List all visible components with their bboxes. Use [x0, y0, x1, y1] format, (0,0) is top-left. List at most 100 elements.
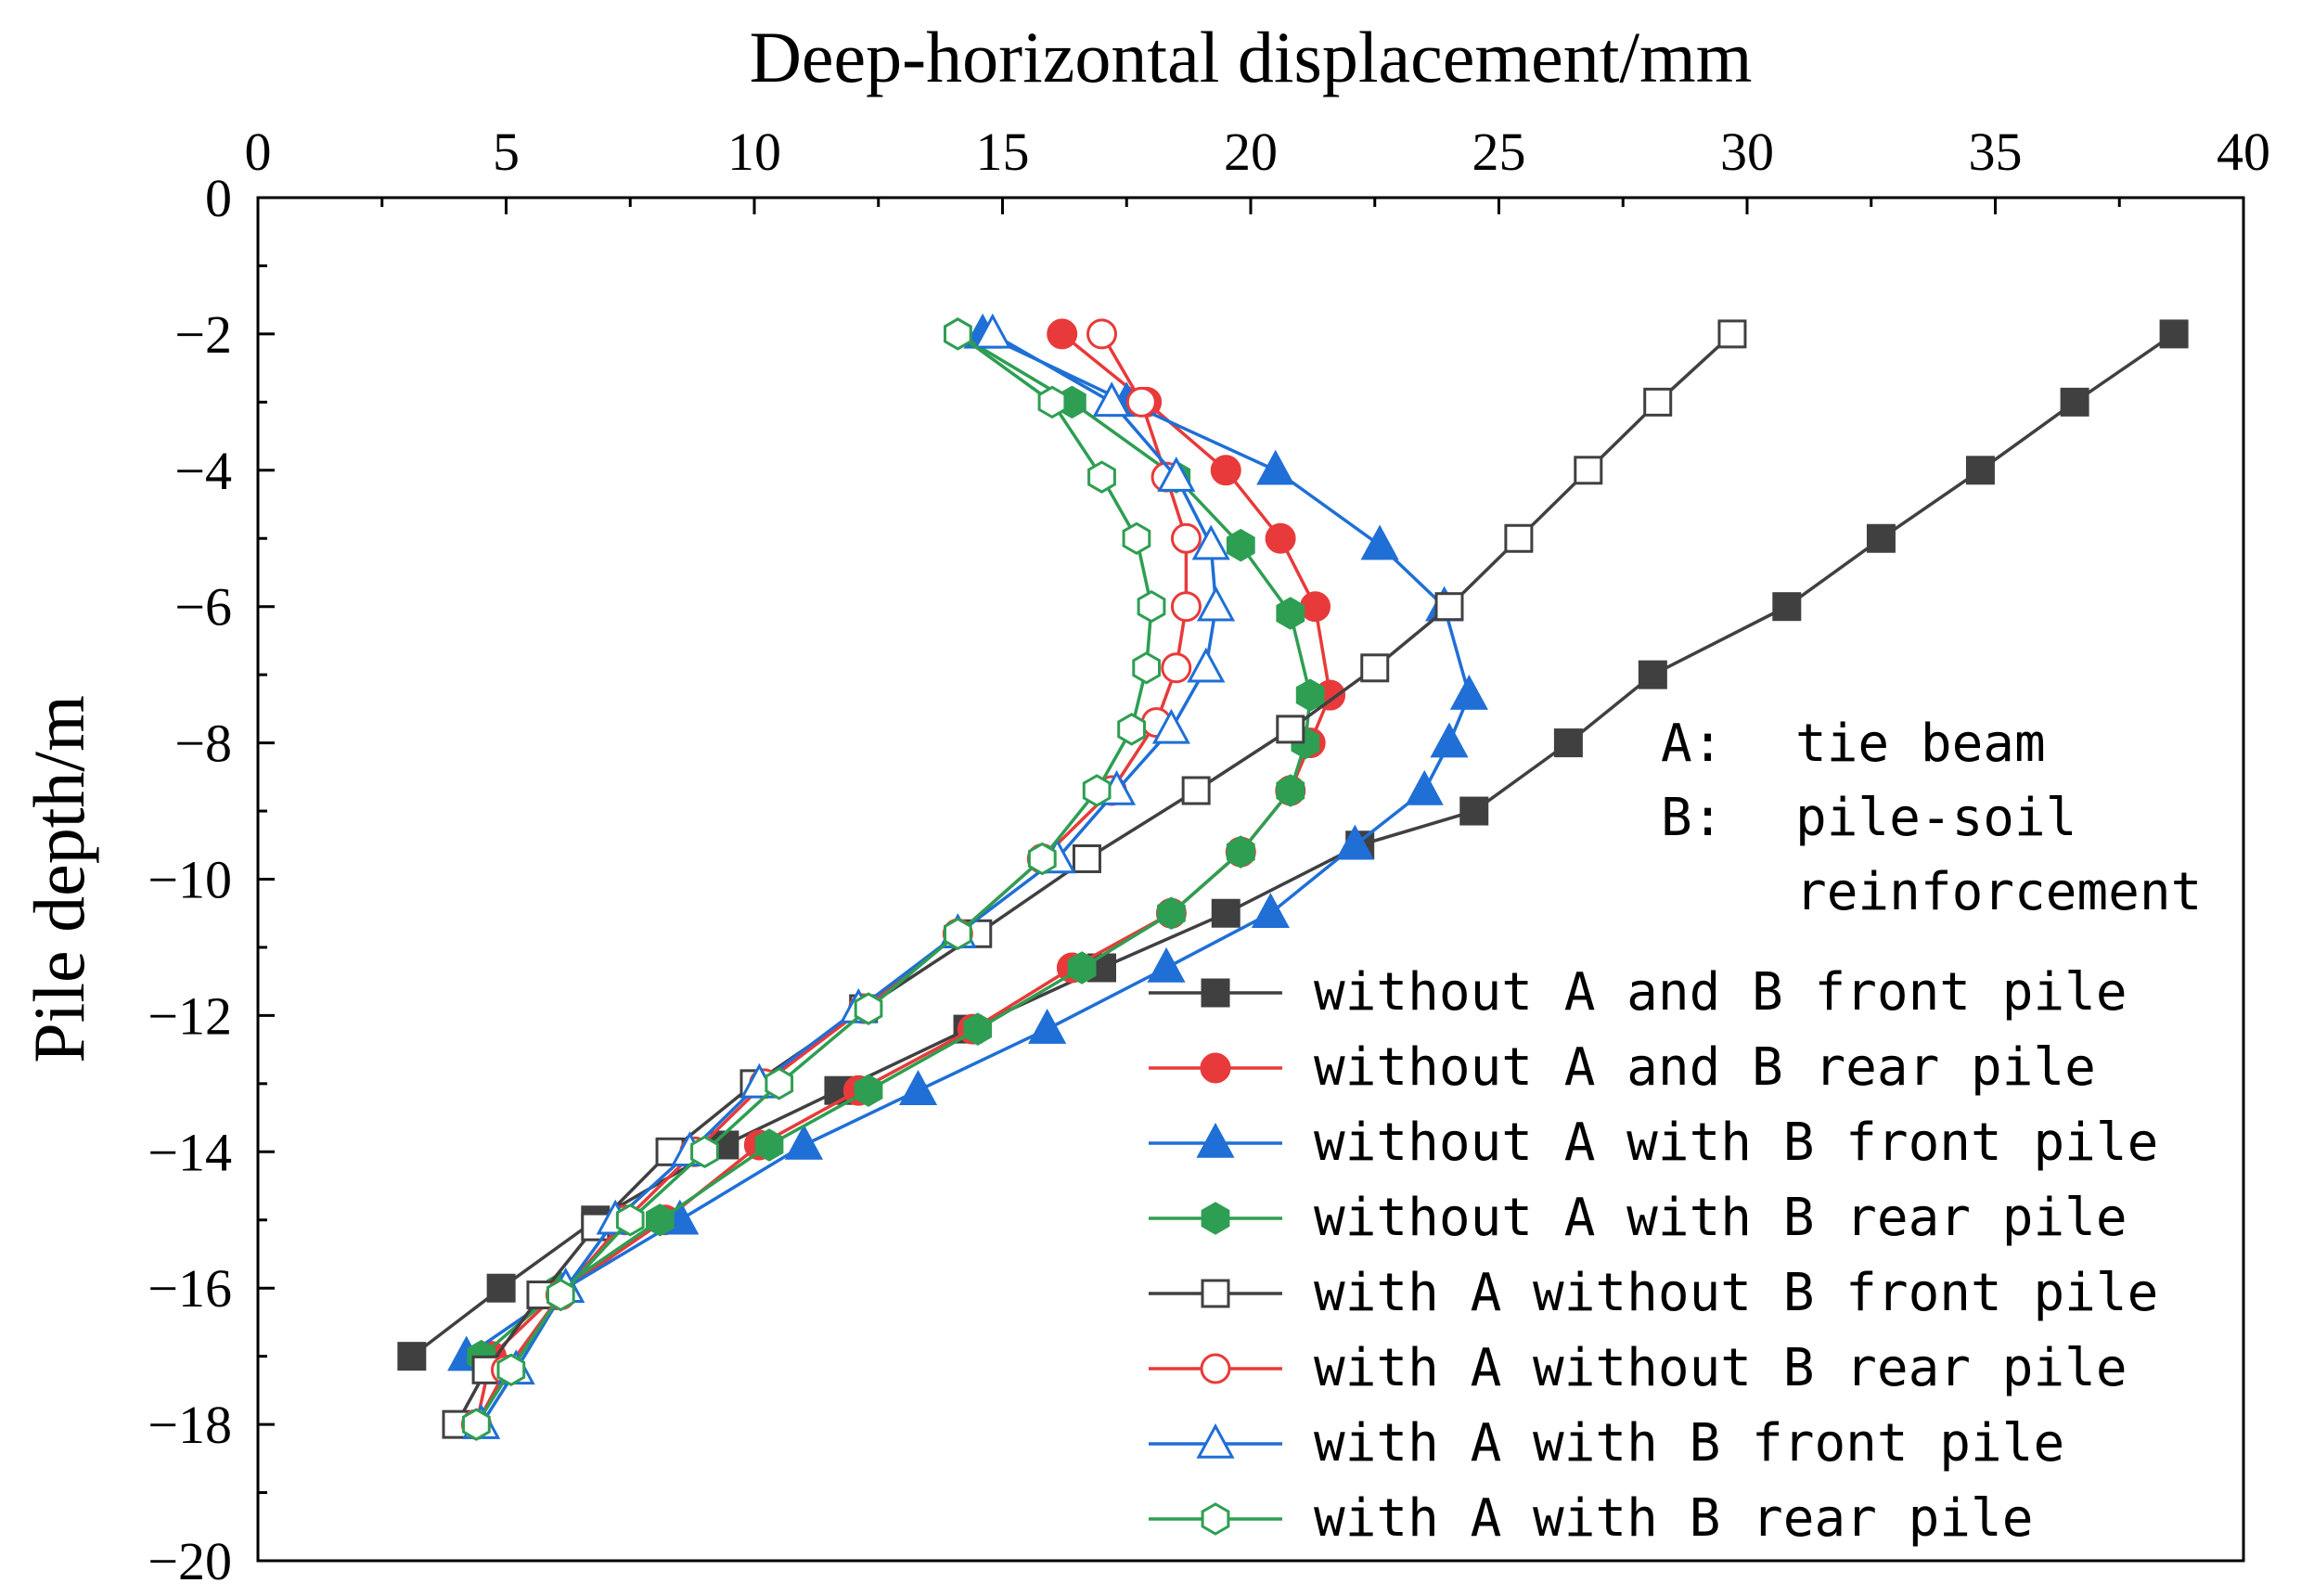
data-point — [1638, 660, 1667, 689]
legend-marker — [1196, 1122, 1235, 1158]
data-point — [754, 1128, 784, 1162]
y-tick-label: −8 — [174, 714, 232, 774]
data-point — [1574, 456, 1603, 485]
data-point — [784, 1124, 824, 1160]
legend-marker — [1196, 1422, 1235, 1459]
data-point — [496, 1353, 526, 1387]
data-point — [646, 1203, 675, 1237]
data-point — [1037, 385, 1067, 419]
y-tick-label: 0 — [205, 168, 232, 228]
data-point — [1181, 776, 1211, 805]
x-tick-label: 0 — [245, 122, 272, 182]
y-tick-label: −4 — [174, 441, 232, 501]
x-tick-label: 25 — [1472, 122, 1526, 182]
data-point — [854, 1074, 883, 1107]
data-point — [690, 1135, 719, 1169]
y-tick-label: −18 — [148, 1395, 232, 1455]
note-b-text-line2: reinforcement — [1795, 862, 2202, 922]
y-tick-label: −12 — [148, 985, 232, 1046]
series-line — [474, 333, 1189, 1425]
legend-marker — [1201, 1502, 1230, 1536]
data-point — [1449, 675, 1488, 710]
data-point — [1434, 592, 1464, 622]
data-point — [1125, 386, 1157, 418]
series-layer — [397, 313, 2189, 1441]
legend-marker — [1201, 1279, 1230, 1308]
data-point — [2060, 387, 2089, 417]
data-point — [1211, 898, 1240, 928]
legend-item: without A with B front pile — [1149, 1113, 2158, 1173]
data-point — [1459, 796, 1489, 826]
data-point — [1137, 589, 1166, 624]
data-point — [1170, 522, 1202, 554]
legend-marker — [1200, 1052, 1231, 1084]
data-point — [1157, 896, 1186, 930]
legend-label: with A without B rear pile — [1314, 1338, 2127, 1398]
series-7 — [462, 313, 1236, 1439]
x-tick-label: 10 — [727, 122, 781, 182]
legend-item: without A and B rear pile — [1149, 1037, 2096, 1098]
y-tick-label: −10 — [148, 850, 232, 910]
data-point — [1187, 647, 1226, 683]
data-point — [854, 992, 883, 1025]
x-tick-label: 35 — [1969, 122, 2023, 182]
legend: without A and B front pile without A and … — [1149, 962, 2158, 1549]
x-tick-label: 40 — [2217, 122, 2270, 182]
data-point — [1087, 460, 1116, 494]
data-point — [397, 1342, 427, 1371]
data-point — [1226, 528, 1255, 562]
data-point — [1067, 951, 1097, 985]
note-a-key: A: — [1661, 714, 1723, 774]
legend-item: without A and B front pile — [1149, 962, 2127, 1023]
note-b-text: pile-soil — [1795, 788, 2076, 848]
data-point — [1504, 523, 1534, 553]
data-point — [1028, 1008, 1067, 1044]
data-point — [944, 317, 972, 351]
data-point — [944, 917, 972, 951]
series-6 — [460, 318, 1202, 1440]
data-point — [765, 1067, 794, 1100]
data-point — [973, 313, 1012, 349]
data-point — [1717, 319, 1747, 349]
data-point — [1360, 653, 1390, 683]
data-point — [1082, 774, 1112, 807]
data-point — [1122, 521, 1151, 556]
data-point — [1772, 592, 1802, 622]
note-b-key: B: — [1661, 788, 1723, 848]
y-tick-label: −2 — [174, 304, 232, 365]
data-point — [1405, 769, 1444, 805]
data-point — [1117, 713, 1146, 746]
data-point — [1251, 893, 1290, 928]
data-point — [1226, 835, 1255, 869]
data-point — [615, 1203, 645, 1237]
data-point — [1191, 524, 1230, 560]
data-point — [1170, 591, 1202, 623]
x-axis-title: Deep-horizontal displacement/mm — [750, 17, 1753, 97]
legend-item: with A without B rear pile — [1149, 1338, 2127, 1398]
legend-label: without A and B front pile — [1314, 962, 2127, 1023]
data-point — [1553, 728, 1583, 758]
data-point — [1256, 449, 1295, 485]
data-point — [1196, 586, 1236, 622]
legend-item: with A without B front pile — [1149, 1263, 2158, 1323]
data-point — [1151, 708, 1190, 744]
legend-label: with A with B rear pile — [1314, 1488, 2033, 1549]
annotation-notes: A: tie beam B: pile-soil reinforcement — [1661, 714, 2202, 922]
data-point — [546, 1278, 575, 1312]
data-point — [1210, 455, 1241, 486]
data-point — [1276, 597, 1305, 630]
data-point — [898, 1070, 938, 1105]
data-point — [462, 1408, 491, 1441]
legend-marker — [1201, 1202, 1230, 1235]
y-tick-label: −20 — [148, 1531, 232, 1591]
data-point — [1276, 774, 1305, 807]
data-point — [486, 1273, 516, 1303]
plot-frame — [256, 196, 2245, 1563]
data-point — [1047, 318, 1078, 350]
y-tick-label: −6 — [174, 577, 232, 637]
legend-label: with A without B front pile — [1314, 1263, 2158, 1323]
data-point — [1132, 651, 1161, 685]
data-point — [1086, 318, 1117, 350]
data-point — [1161, 652, 1192, 684]
